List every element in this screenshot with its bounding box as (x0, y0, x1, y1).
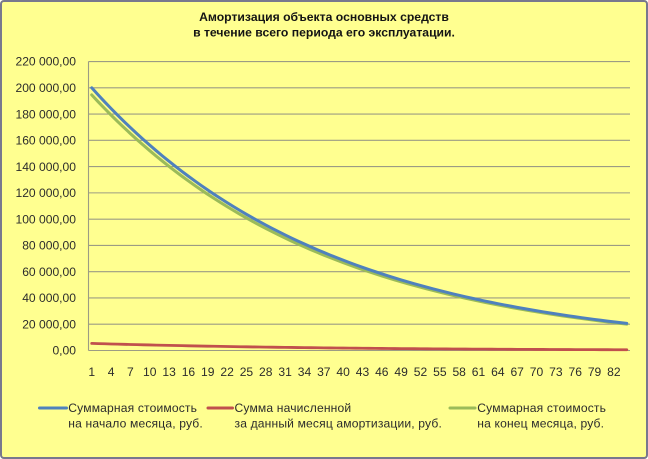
svg-text:в течение всего периода его эк: в течение всего периода его эксплуатации… (193, 26, 455, 40)
svg-text:200 000,00: 200 000,00 (15, 81, 76, 95)
svg-text:на начало месяца, руб.: на начало месяца, руб. (68, 417, 203, 431)
svg-text:73: 73 (549, 365, 563, 379)
svg-text:19: 19 (201, 365, 215, 379)
svg-text:за данный месяц амортизации, р: за данный месяц амортизации, руб. (235, 417, 442, 431)
svg-text:7: 7 (127, 365, 134, 379)
svg-text:25: 25 (240, 365, 254, 379)
svg-text:61: 61 (472, 365, 486, 379)
svg-text:180 000,00: 180 000,00 (15, 107, 76, 121)
svg-text:100 000,00: 100 000,00 (15, 212, 76, 226)
svg-text:1: 1 (88, 365, 95, 379)
svg-text:34: 34 (298, 365, 312, 379)
svg-text:220 000,00: 220 000,00 (15, 55, 76, 69)
svg-text:40 000,00: 40 000,00 (22, 291, 76, 305)
svg-text:55: 55 (433, 365, 447, 379)
svg-text:4: 4 (108, 365, 115, 379)
svg-text:120 000,00: 120 000,00 (15, 186, 76, 200)
svg-text:49: 49 (394, 365, 408, 379)
svg-text:Амортизация объекта основных с: Амортизация объекта основных средств (199, 10, 449, 24)
svg-text:Сумма начисленной: Сумма начисленной (235, 401, 352, 415)
svg-text:76: 76 (568, 365, 582, 379)
svg-text:16: 16 (182, 365, 196, 379)
svg-text:160 000,00: 160 000,00 (15, 134, 76, 148)
svg-text:40: 40 (336, 365, 350, 379)
svg-text:58: 58 (452, 365, 466, 379)
svg-text:на конец месяца, руб.: на конец месяца, руб. (477, 417, 604, 431)
svg-text:Суммарная стоимость: Суммарная стоимость (68, 401, 197, 415)
svg-text:37: 37 (317, 365, 331, 379)
svg-text:140 000,00: 140 000,00 (15, 160, 76, 174)
svg-text:28: 28 (259, 365, 273, 379)
svg-text:46: 46 (375, 365, 389, 379)
svg-text:64: 64 (491, 365, 505, 379)
svg-text:10: 10 (143, 365, 157, 379)
svg-text:Суммарная стоимость: Суммарная стоимость (477, 401, 606, 415)
svg-text:70: 70 (530, 365, 544, 379)
svg-text:80 000,00: 80 000,00 (22, 239, 76, 253)
svg-text:20 000,00: 20 000,00 (22, 317, 76, 331)
svg-text:67: 67 (510, 365, 524, 379)
svg-text:43: 43 (356, 365, 370, 379)
svg-text:13: 13 (162, 365, 176, 379)
svg-text:22: 22 (220, 365, 234, 379)
svg-text:79: 79 (588, 365, 602, 379)
svg-text:31: 31 (278, 365, 292, 379)
svg-text:52: 52 (414, 365, 428, 379)
svg-text:0,00: 0,00 (52, 344, 76, 358)
svg-text:60 000,00: 60 000,00 (22, 265, 76, 279)
svg-text:82: 82 (607, 365, 621, 379)
